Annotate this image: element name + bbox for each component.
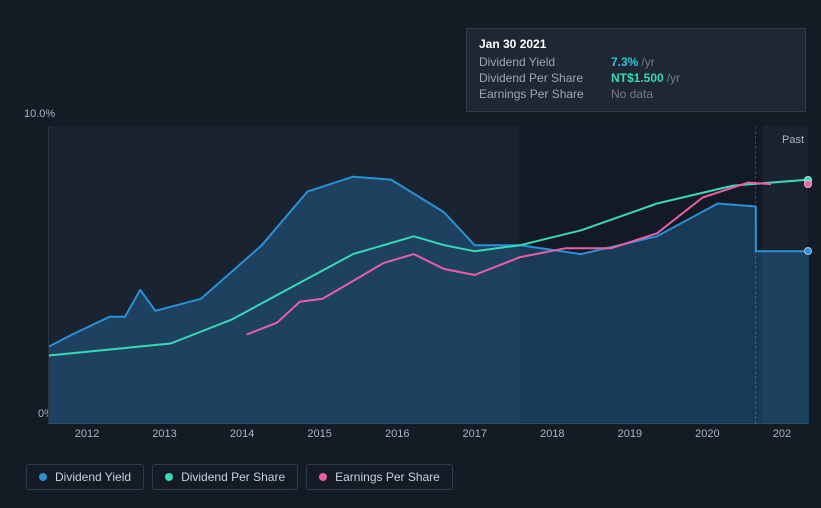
plot-area[interactable]: Past [48,126,808,424]
tooltip-value: 7.3%/yr [611,55,655,69]
series-end-dot [804,247,812,255]
legend-dot-icon [39,473,47,481]
x-tick-label: 2012 [75,428,99,440]
tooltip-label: Dividend Yield [479,55,611,69]
x-tick-label: 2015 [307,428,331,440]
x-tick-label: 2014 [230,428,254,440]
tooltip-row: Dividend Yield 7.3%/yr [479,55,793,69]
x-tick-label: 2016 [385,428,409,440]
tooltip-date: Jan 30 2021 [479,37,793,51]
x-tick-label: 2013 [152,428,176,440]
legend-label: Dividend Per Share [181,470,285,484]
x-tick-label: 2018 [540,428,564,440]
x-axis: 2012 2013 2014 2015 2016 2017 2018 2019 2020 202 [48,428,808,448]
y-axis-max-label: 10.0% [24,108,55,120]
series-end-dot [804,180,812,188]
x-tick-label: 2020 [695,428,719,440]
tooltip-value: No data [611,87,653,101]
legend-item-dividend-yield[interactable]: Dividend Yield [26,464,144,490]
legend-dot-icon [319,473,327,481]
x-tick-label: 202 [773,428,791,440]
hover-vertical-line [755,126,756,424]
tooltip-row: Earnings Per Share No data [479,87,793,101]
legend-label: Dividend Yield [55,470,131,484]
tooltip-label: Earnings Per Share [479,87,611,101]
tooltip-label: Dividend Per Share [479,71,611,85]
past-label: Past [782,134,804,146]
hover-tooltip: Jan 30 2021 Dividend Yield 7.3%/yr Divid… [466,28,806,112]
legend-item-dividend-per-share[interactable]: Dividend Per Share [152,464,298,490]
x-tick-label: 2019 [618,428,642,440]
tooltip-value: NT$1.500/yr [611,71,680,85]
legend: Dividend Yield Dividend Per Share Earnin… [26,464,453,490]
legend-label: Earnings Per Share [335,470,440,484]
legend-item-earnings-per-share[interactable]: Earnings Per Share [306,464,453,490]
chart-svg [49,126,809,424]
tooltip-row: Dividend Per Share NT$1.500/yr [479,71,793,85]
legend-dot-icon [165,473,173,481]
x-tick-label: 2017 [463,428,487,440]
chart-container: 10.0% 0% Past 20122013201420152016201720… [24,100,809,430]
